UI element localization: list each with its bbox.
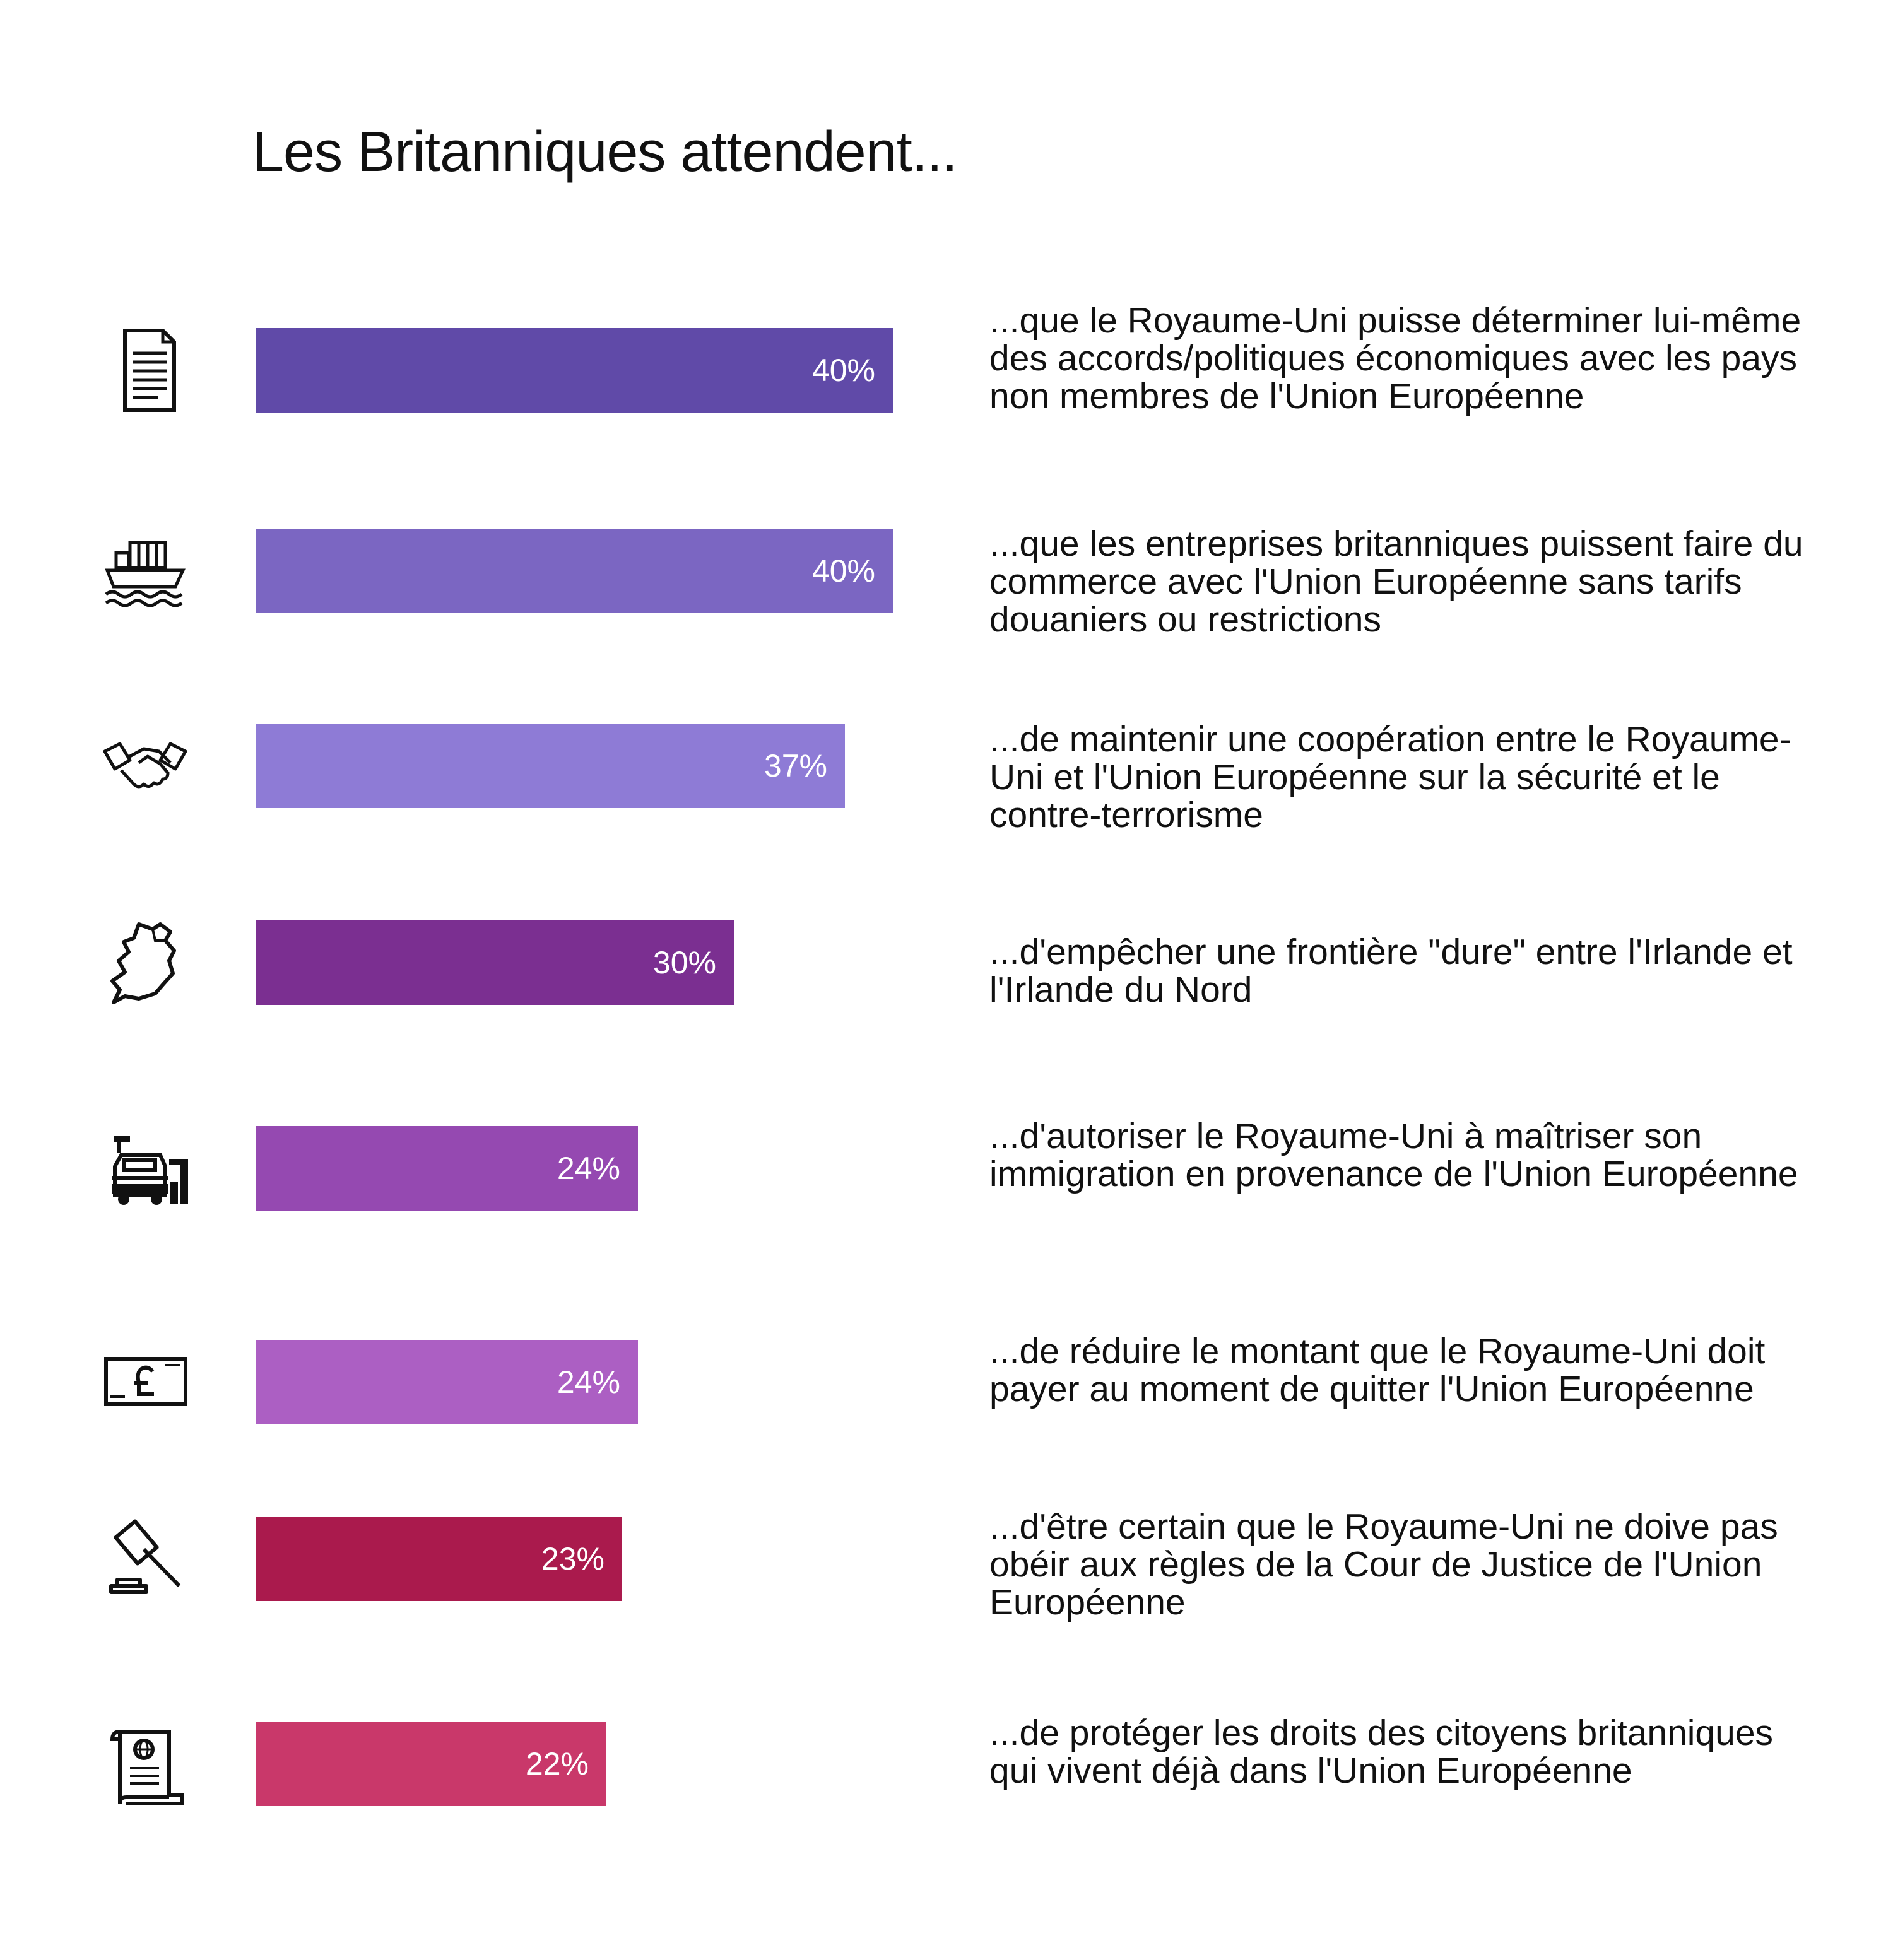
bar-value-label: 23%	[541, 1541, 604, 1576]
category-label: ...d'empêcher une frontière "dure" entre…	[989, 932, 1793, 1010]
bar-1: 40%	[256, 328, 893, 413]
bar-value-label: 24%	[557, 1364, 620, 1400]
pound-banknote-icon	[95, 1335, 196, 1429]
bar-value-label: 24%	[557, 1151, 620, 1186]
ireland-map-icon	[95, 915, 196, 1010]
bar-value-label: 22%	[525, 1746, 589, 1781]
chart-title: Les Britanniques attendent...	[252, 120, 958, 184]
bar-5: 24%	[256, 1126, 638, 1211]
bar-4: 30%	[256, 920, 734, 1005]
category-label: ...de réduire le montant que le Royaume-…	[989, 1331, 1766, 1409]
category-label: ...de maintenir une coopération entre le…	[989, 719, 1791, 835]
cargo-ship-icon	[95, 524, 196, 618]
category-label: ...que les entreprises britanniques puis…	[989, 524, 1803, 640]
border-control-icon	[95, 1121, 196, 1216]
category-label: ...que le Royaume-Uni puisse déterminer …	[989, 300, 1802, 416]
bar-value-label: 40%	[811, 553, 875, 589]
bar-3: 37%	[256, 724, 845, 808]
bar-8: 22%	[256, 1722, 606, 1806]
bar-6: 24%	[256, 1340, 638, 1424]
bar-value-label: 37%	[764, 748, 827, 783]
category-label: ...de protéger les droits des citoyens b…	[989, 1713, 1774, 1791]
bar-2: 40%	[256, 529, 893, 613]
category-label: ...d'être certain que le Royaume-Uni ne …	[989, 1506, 1778, 1623]
bar-value-label: 30%	[652, 945, 716, 980]
handshake-icon	[95, 719, 196, 813]
passport-scroll-icon	[95, 1716, 196, 1811]
bar-7: 23%	[256, 1517, 622, 1601]
gavel-icon	[95, 1511, 196, 1606]
category-label: ...d'autoriser le Royaume-Uni à maîtrise…	[989, 1116, 1798, 1194]
bar-value-label: 40%	[811, 353, 875, 388]
document-icon	[95, 323, 196, 418]
